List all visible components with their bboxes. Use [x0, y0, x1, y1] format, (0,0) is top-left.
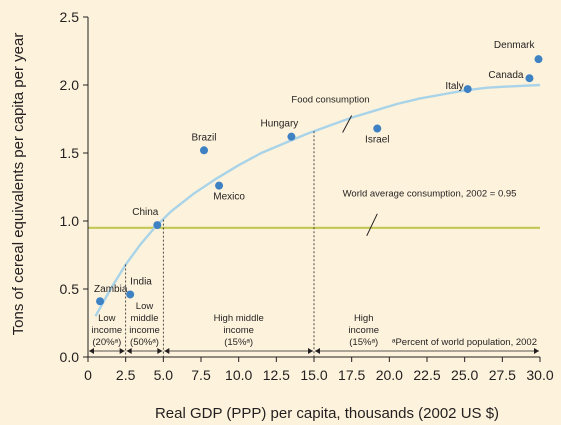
high-income-label: High [354, 313, 374, 324]
low-income-arrow-right [119, 348, 125, 354]
low-middle-income-arrow-left [126, 348, 132, 354]
point-denmark [534, 55, 543, 64]
axes-layer: 0 2.5 5.0 7.5 10.0 12.5 15.0 17.5 20.0 22.5 25.0 27… [60, 9, 554, 383]
y-tick-label: 1.5 [60, 145, 80, 161]
food-consumption-leader [342, 115, 353, 133]
y-tick-label: 0.5 [60, 281, 80, 297]
world-average-label: World average consumption, 2002 = 0.95 [343, 189, 517, 200]
label-zambia: Zambia [94, 284, 128, 295]
y-tick-label: 2.0 [60, 77, 80, 93]
x-tick-label: 27.5 [489, 367, 516, 383]
low-middle-income-label: Low [136, 301, 154, 312]
x-tick-label: 30.0 [526, 367, 553, 383]
label-india: India [130, 276, 152, 287]
high-income-arrow-right [534, 348, 539, 354]
low-income-label: (20%ᵃ) [92, 337, 121, 348]
x-tick-label: 0 [84, 367, 92, 383]
x-tick-label: 17.5 [338, 367, 365, 383]
low-middle-income-label: income [129, 325, 160, 336]
high-middle-income-arrow-right [308, 348, 313, 354]
population-footnote: ᵃPercent of world population, 2002 [392, 337, 537, 348]
point-hungary [287, 132, 296, 141]
high-middle-income-label: High middle [214, 313, 264, 324]
high-middle-income-label: (15%ᵃ) [224, 337, 253, 348]
label-china: China [132, 207, 159, 218]
high-income-label: (15%ᵃ) [349, 337, 378, 348]
label-hungary: Hungary [260, 119, 298, 130]
x-tick-label: 12.5 [263, 367, 290, 383]
low-income-label: Low [98, 313, 116, 324]
x-tick-label: 10.0 [225, 367, 252, 383]
point-israel [373, 124, 382, 133]
x-tick-label: 5.0 [154, 367, 174, 383]
low-income-label: income [92, 325, 123, 336]
high-middle-income-label: income [223, 325, 254, 336]
x-tick-label: 20.0 [376, 367, 403, 383]
label-israel: Israel [365, 135, 389, 146]
y-tick-label: 2.5 [60, 9, 80, 25]
low-income-arrow-left [89, 348, 94, 354]
x-tick-label: 25.0 [451, 367, 478, 383]
point-zambia [96, 297, 105, 306]
low-middle-income-label: middle [131, 313, 159, 324]
x-tick-label: 22.5 [413, 367, 440, 383]
point-canada [525, 74, 534, 83]
y-tick-label: 0.0 [60, 349, 80, 365]
y-tick-label: 1.0 [60, 213, 80, 229]
y-axis-title: Tons of cereal equivalents per capita pe… [10, 33, 27, 336]
label-brazil: Brazil [192, 132, 217, 143]
x-tick-label: 2.5 [116, 367, 136, 383]
label-mexico: Mexico [213, 192, 245, 203]
low-middle-income-label: (50%ᵃ) [130, 337, 159, 348]
label-canada: Canada [488, 70, 523, 81]
world-average-leader [366, 213, 378, 237]
food-consumption-label: Food consumption [291, 95, 369, 106]
label-denmark: Denmark [494, 40, 536, 51]
income-groups-layer: Lowincome(20%ᵃ)Lowmiddleincome(50%ᵃ)High… [89, 131, 539, 357]
point-mexico [215, 181, 224, 190]
point-china [153, 221, 162, 230]
point-india [126, 290, 135, 299]
curve-layer: Food consumption [94, 83, 541, 317]
point-italy [463, 85, 472, 94]
x-axis-title: Real GDP (PPP) per capita, thousands (20… [155, 405, 499, 422]
food-consumption-curve [94, 83, 541, 317]
low-middle-income-arrow-right [157, 348, 163, 354]
high-income-label: income [348, 325, 379, 336]
point-brazil [200, 146, 209, 155]
high-middle-income-arrow-left [164, 348, 170, 354]
x-tick-label: 7.5 [191, 367, 211, 383]
label-italy: Italy [445, 81, 463, 92]
high-income-arrow-left [315, 348, 320, 354]
x-tick-label: 15.0 [300, 367, 327, 383]
